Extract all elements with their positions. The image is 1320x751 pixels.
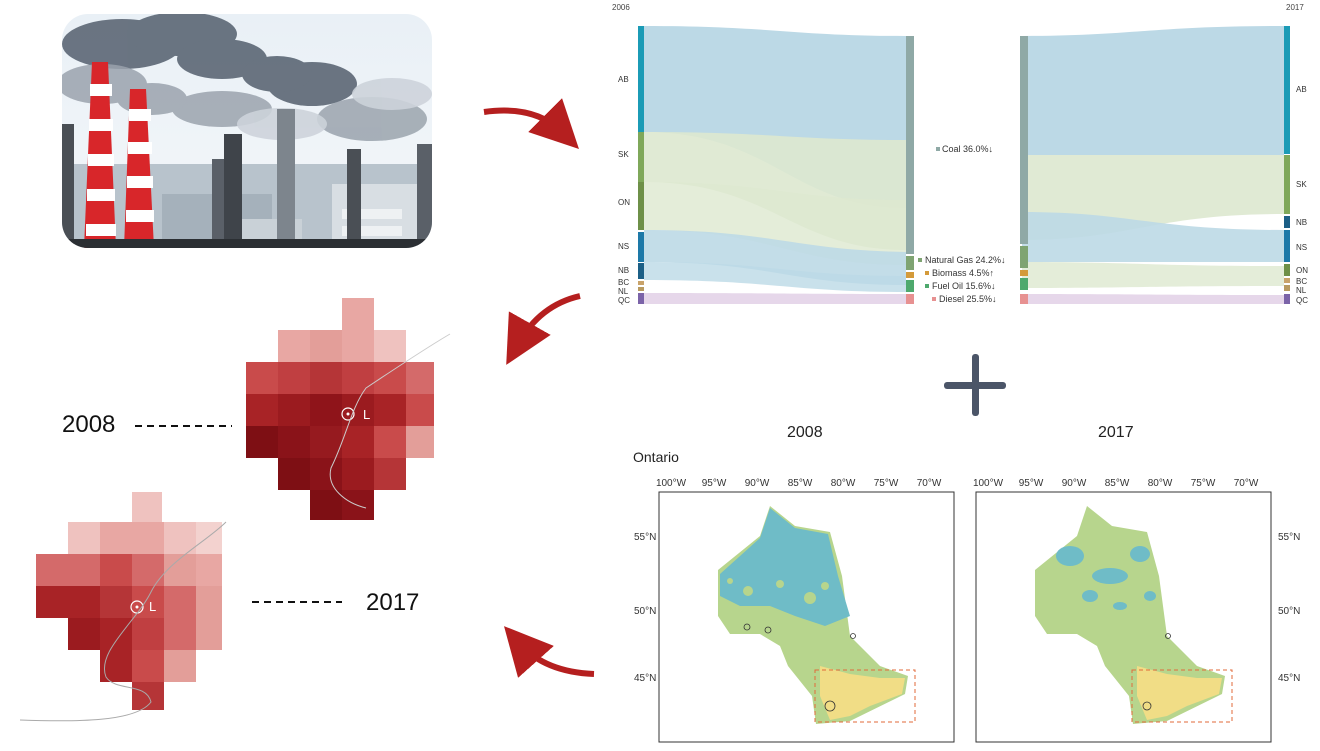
sankey-label-ab-left: AB [618,75,629,84]
sankey-node-oil-left [906,280,914,292]
map-year-2017: 2017 [1098,424,1134,441]
sankey-label-bc-right: BC [1296,277,1307,286]
plus-icon [944,354,1006,416]
svg-text:90°W: 90°W [745,478,770,489]
sankey-label-nl-left: NL [618,287,629,296]
sankey-node-coal-right [1020,36,1028,244]
svg-text:45°N: 45°N [1278,673,1300,684]
svg-text:85°W: 85°W [1105,478,1130,489]
ontario-map-2017 [975,491,1272,743]
sankey-node-sk-right [1284,155,1290,214]
svg-text:55°N: 55°N [1278,532,1300,543]
svg-text:45°N: 45°N [634,673,656,684]
svg-text:75°W: 75°W [874,478,899,489]
fuel-label-biomass: Biomass 4.5%↑ [932,268,994,278]
grid-year-2017: 2017 [366,589,420,616]
sankey-label-nb-left: NB [618,266,629,275]
svg-text:100°W: 100°W [656,478,687,489]
sankey-node-ns-right [1284,230,1290,262]
sankey-label-ab-right: AB [1296,85,1307,94]
svg-text:80°W: 80°W [831,478,856,489]
svg-text:100°W: 100°W [973,478,1004,489]
svg-text:70°W: 70°W [917,478,942,489]
sankey-label-ns-left: NS [618,242,629,251]
svg-text:95°W: 95°W [702,478,727,489]
sankey-label-qc-left: QC [618,296,630,305]
sankey-node-diesel-left [906,294,914,304]
sankey-node-oil-right [1020,278,1028,290]
fuel-label-natural-gas: Natural Gas 24.2%↓ [925,255,1006,265]
sankey-label-bc-left: BC [618,278,629,287]
sankey-label-sk-left: SK [618,150,629,159]
sankey-year-left: 2006 [612,3,630,12]
sankey-node-gas-right [1020,246,1028,268]
factory-smokestacks-image [62,14,432,248]
sankey-label-on-right: ON [1296,266,1308,275]
sankey-node-diesel-right [1020,294,1028,304]
sankey-node-on-left [638,182,644,230]
sankey-node-qc-right [1284,294,1290,304]
arrow-sankey-to-grid [506,293,581,365]
svg-text:70°W: 70°W [1234,478,1259,489]
sankey-node-bc-right [1284,278,1290,283]
grid-cell-maps: L L [19,298,451,722]
arrow-factory-to-sankey [483,98,579,149]
sankey-node-nl-right [1284,285,1290,291]
sankey-node-nb-right [1284,216,1290,228]
ontario-map-2008 [658,491,955,743]
factory-illustration [62,14,432,248]
sankey-node-gas-left [906,256,914,270]
grid-year-2008: 2008 [62,411,116,438]
grid-marker-label-lower: L [149,599,156,614]
sankey-node-coal-left [906,36,914,254]
sankey-node-qc-left [638,293,644,304]
svg-text:85°W: 85°W [788,478,813,489]
map-region-label: Ontario [633,449,679,465]
sankey-node-ns-left [638,232,644,262]
ontario-maps: 100°W 95°W 90°W 85°W 80°W 75°W 70°W 100°… [634,478,1300,743]
sankey-node-bc-left [638,281,644,285]
svg-text:80°W: 80°W [1148,478,1173,489]
sankey-label-qc-right: QC [1296,296,1308,305]
svg-text:50°N: 50°N [1278,606,1300,617]
sankey-year-right: 2017 [1286,3,1304,12]
sankey-label-sk-right: SK [1296,180,1307,189]
sankey-node-on-right [1284,264,1290,276]
sankey-label-ns-right: NS [1296,243,1307,252]
sankey-label-nb-right: NB [1296,218,1307,227]
grid-cells-2008: L [246,298,451,520]
sankey-label-nl-right: NL [1296,286,1307,295]
grid-cells-2017: L [19,492,227,722]
map-year-2008: 2008 [787,424,823,441]
svg-text:55°N: 55°N [634,532,656,543]
fuel-label-diesel: Diesel 25.5%↓ [939,294,997,304]
sankey-diagram: 2006 2017 AB SK ON NS NB BC NL [612,0,1312,312]
fuel-label-coal: Coal 36.0%↓ [942,144,993,154]
svg-text:95°W: 95°W [1019,478,1044,489]
sankey-label-on-left: ON [618,198,630,207]
sankey-node-ab-left [638,26,644,132]
svg-text:90°W: 90°W [1062,478,1087,489]
sankey-node-biomass-right [1020,270,1028,276]
fuel-label-fuel-oil: Fuel Oil 15.6%↓ [932,281,996,291]
arrow-maps-to-grid [504,626,595,678]
svg-text:50°N: 50°N [634,606,656,617]
sankey-node-sk-left [638,132,644,182]
sankey-node-nl-left [638,287,644,291]
sankey-node-biomass-left [906,272,914,278]
sankey-node-ab-right [1284,26,1290,154]
svg-text:75°W: 75°W [1191,478,1216,489]
grid-marker-label-upper: L [363,407,370,422]
sankey-node-nb-left [638,263,644,279]
